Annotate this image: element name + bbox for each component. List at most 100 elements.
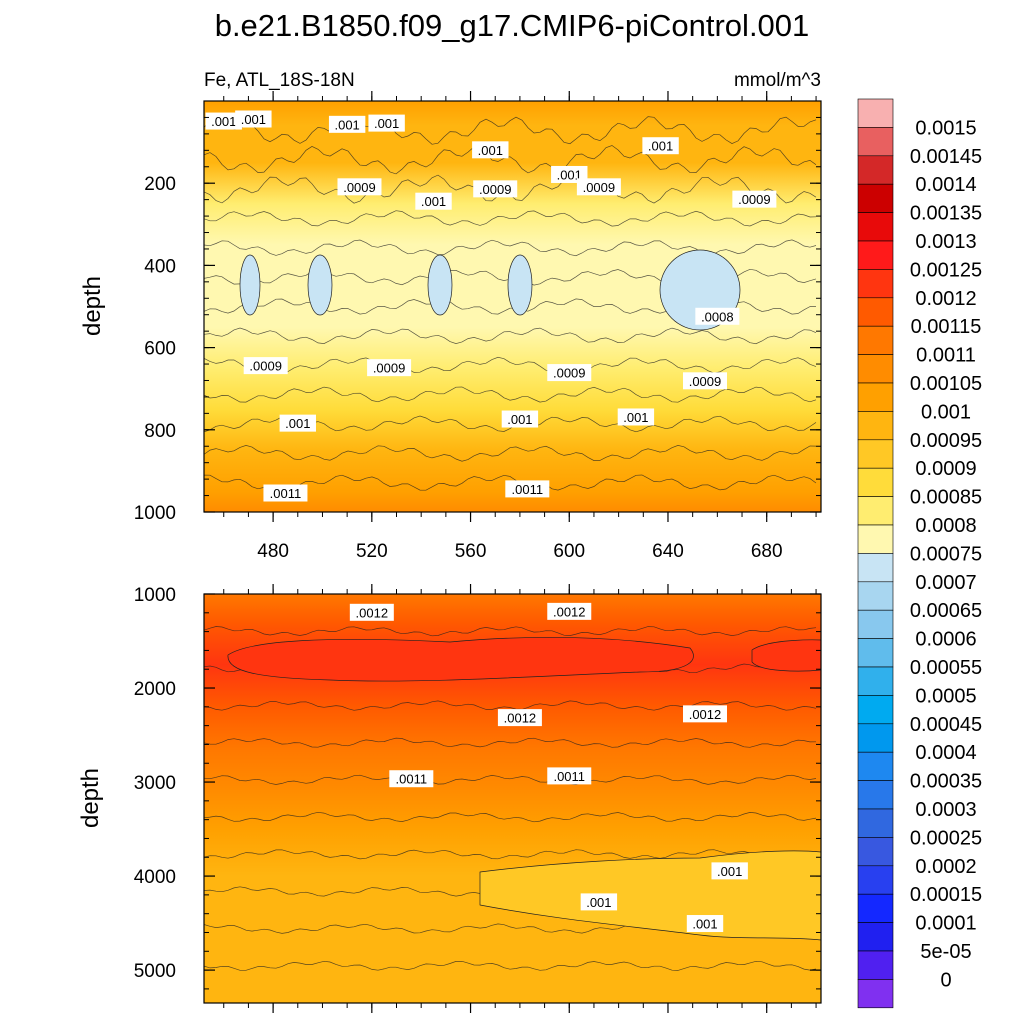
contour-region-max [227,636,694,682]
contour-label-box [389,770,434,788]
lower-panel: .0012 .0012 .0012 .0012 .0011 .0011 .001 .001 .0… [77,584,822,1013]
contour-label-text: .001 [717,864,742,879]
colorbar-swatch [857,581,894,611]
contour-region-min [427,254,453,316]
upper-panel-frame [203,100,822,513]
contour-label-text: .0011 [553,769,585,784]
contour-label-text: .001 [507,412,532,427]
colorbar-label: 0.0014 [915,174,976,196]
contour-label-box [642,137,679,155]
contour-label-text: .0012 [689,707,722,722]
contour-label-text: .001 [586,895,611,910]
colorbar-swatch [857,609,894,639]
colorbar-swatch [857,411,894,441]
contour-line [204,445,817,462]
contour-label: .0012 [683,705,728,723]
lower-panel-ticks: 1000 2000 3000 4000 5000 [134,584,821,1013]
colorbar-swatch [857,979,894,1009]
contour-label-text: .0009 [373,361,406,376]
contour-label: .0009 [337,178,382,196]
colorbar-swatch [857,325,894,355]
contour-label-text: .0009 [343,180,376,195]
x-tick-label: 560 [455,541,487,562]
contour-label-box [547,767,592,785]
contour-label: .0009 [683,372,728,390]
contour-label: .001 [501,410,539,428]
contour-line [204,811,817,823]
colorbar-swatch [857,893,894,923]
contour-label: .0011 [547,767,592,785]
contour-line [204,327,817,345]
colorbar-label: 0.0002 [915,856,976,878]
contour-label-box [415,192,452,210]
contour-label-box [328,115,366,133]
upper-ylabel: depth [79,276,106,336]
contour-label-box [473,180,518,198]
contour-label: .001 [368,114,405,132]
colorbar-label: 0.0001 [915,913,976,935]
colorbar-label: 0.00045 [910,714,982,736]
contour-line [204,145,817,175]
contour-label-text: .0008 [701,309,734,324]
colorbar-label: 0.0006 [915,629,976,651]
contour-label-text: .001 [285,416,310,431]
colorbar-swatch [857,439,894,469]
upper-panel-contour-labels: .001.001.001.001.001.001.001.001.0009.00… [205,110,777,502]
colorbar-label: 0.0015 [915,117,976,139]
contour-label-box [683,372,728,390]
variable-label: Fe, ATL_18S-18N [204,70,355,91]
contour-label-box [683,705,728,723]
colorbar-swatch [857,297,894,327]
contour-label: .001 [328,115,366,133]
contour-label-box [235,110,272,128]
contour-label-box [243,357,288,375]
contour-label: .0011 [389,770,434,788]
colorbar-swatch [857,212,894,242]
contour-label: .001 [580,893,618,911]
contour-label-box [367,359,412,377]
colorbar-label: 0.00085 [910,487,982,509]
contour-label: .001 [686,915,724,933]
contour-region-min [507,254,533,316]
contour-line [204,210,817,227]
contour-label: .001 [617,408,655,426]
colorbar-swatch [857,98,894,128]
contour-label: .001 [711,862,748,880]
contour-label-box [617,408,655,426]
colorbar-label: 0.0007 [915,572,976,594]
contour-label-text: .001 [648,139,673,154]
y-tick-label: 800 [144,421,176,442]
contour-label-box [580,893,618,911]
contour-label-text: .0012 [553,604,586,619]
contour-label-box [501,410,539,428]
contour-label-box [576,178,621,196]
contour-label: .0009 [367,359,412,377]
contour-label-box [547,364,592,382]
contour-label-box [337,178,382,196]
colorbar-swatch [857,127,894,157]
x-tick-label: 520 [356,541,388,562]
colorbar-label: 0.0005 [915,685,976,707]
contour-label: .0009 [473,180,518,198]
contour-line [204,737,817,748]
y-tick-label: 1000 [134,503,176,524]
contour-label-text: .0012 [356,605,389,620]
contour-label-box [732,190,777,208]
y-tick-label: 5000 [134,961,176,982]
colorbar-swatch [857,837,894,867]
colorbar-swatch [857,780,894,810]
chart-title: b.e21.B1850.f09_g17.CMIP6-piControl.001 [215,8,810,43]
colorbar-label: 0.00055 [910,657,982,679]
contour-label-box [472,141,509,159]
contour-label-box [505,480,550,498]
colorbar-label: 0.00025 [910,827,982,849]
contour-label-text: .001 [421,194,446,209]
contour-label: .0012 [349,603,394,621]
contour-label-box [205,112,242,130]
contour-label: .001 [415,192,452,210]
contour-label-text: .001 [334,117,359,132]
contour-region-max [751,639,821,672]
colorbar-label: 0.00035 [910,771,982,793]
contour-label-text: .001 [692,917,717,932]
